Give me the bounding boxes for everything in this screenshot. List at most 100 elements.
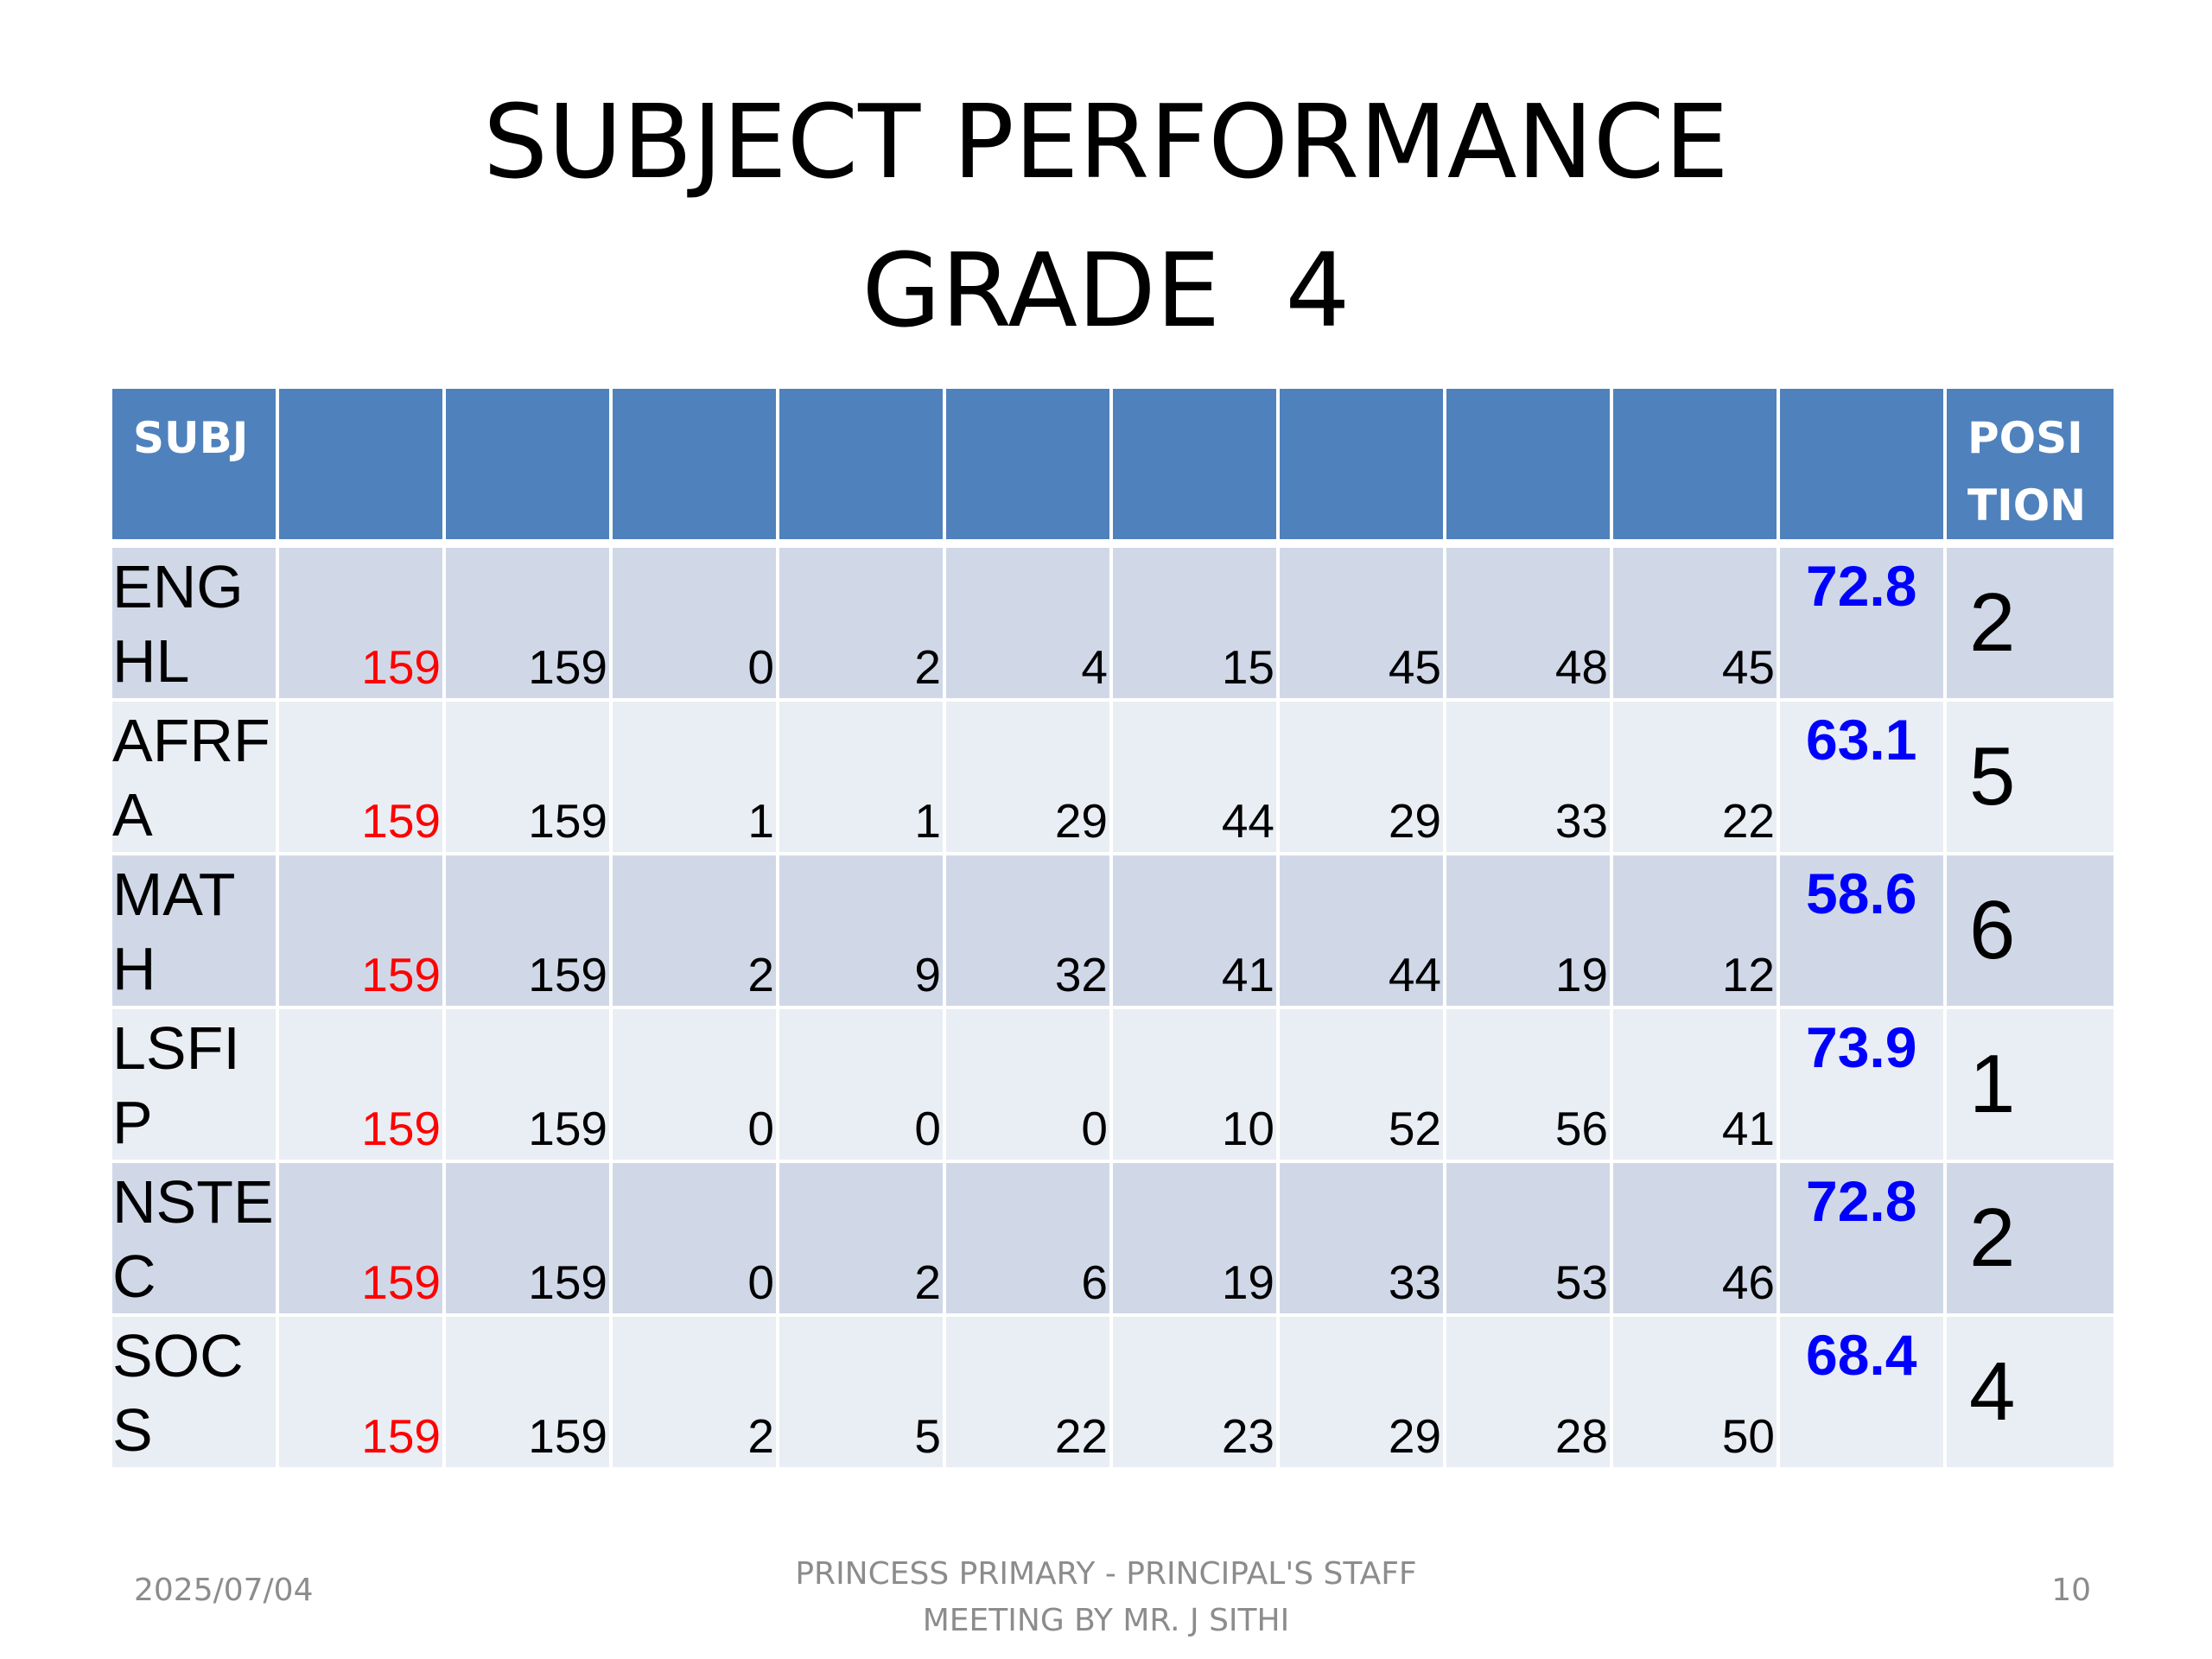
average-cell: 73.9 (1780, 1009, 1947, 1163)
position-cell: 6 (1947, 855, 2113, 1009)
value-cell: 44 (1113, 702, 1280, 855)
value-cell: 45 (1613, 548, 1780, 702)
value-cell: 159 (446, 1317, 613, 1471)
value-cell: 33 (1446, 702, 1613, 855)
value-cell: 159 (446, 702, 613, 855)
learners-cell: 159 (279, 1009, 446, 1163)
header-cell (1113, 389, 1280, 548)
value-cell: 9 (779, 855, 946, 1009)
learners-cell: 159 (279, 855, 446, 1009)
table-header-row: SUBJ POSI TION (112, 389, 2113, 548)
table-row: ENG HL 159 159 0 2 4 15 45 48 45 72.8 2 (112, 548, 2113, 702)
value-cell: 159 (446, 1009, 613, 1163)
header-subj: SUBJ (112, 389, 279, 548)
table-row: SOC S 159 159 2 5 22 23 29 28 50 68.4 4 (112, 1317, 2113, 1471)
header-position: POSI TION (1947, 389, 2113, 548)
table-row: AFRF A 159 159 1 1 29 44 29 33 22 63.1 5 (112, 702, 2113, 855)
value-cell: 1 (779, 702, 946, 855)
header-cell (1780, 389, 1947, 548)
value-cell: 33 (1280, 1163, 1446, 1317)
value-cell: 23 (1113, 1317, 1280, 1471)
header-cell (1280, 389, 1446, 548)
subject-cell: MAT H (112, 855, 279, 1009)
value-cell: 0 (779, 1009, 946, 1163)
footer-page-number: 10 (2051, 1573, 2091, 1608)
table-row: MAT H 159 159 2 9 32 41 44 19 12 58.6 6 (112, 855, 2113, 1009)
value-cell: 50 (1613, 1317, 1780, 1471)
learners-cell: 159 (279, 702, 446, 855)
position-cell: 2 (1947, 1163, 2113, 1317)
header-cell (946, 389, 1113, 548)
value-cell: 41 (1113, 855, 1280, 1009)
position-cell: 1 (1947, 1009, 2113, 1163)
average-cell: 63.1 (1780, 702, 1947, 855)
value-cell: 6 (946, 1163, 1113, 1317)
value-cell: 0 (613, 1009, 779, 1163)
header-cell (613, 389, 779, 548)
table-row: LSFI P 159 159 0 0 0 10 52 56 41 73.9 1 (112, 1009, 2113, 1163)
learners-cell: 159 (279, 1317, 446, 1471)
slide-title-line-1: SUBJECT PERFORMANCE (483, 82, 1729, 201)
learners-cell: 159 (279, 1163, 446, 1317)
header-cell (1613, 389, 1780, 548)
footer-presenter-line-2: MEETING BY MR. J SITHI (922, 1603, 1290, 1638)
value-cell: 2 (613, 855, 779, 1009)
value-cell: 28 (1446, 1317, 1613, 1471)
value-cell: 15 (1113, 548, 1280, 702)
slide-title-line-2: GRADE 4 (861, 231, 1351, 350)
footer-date: 2025/07/04 (134, 1573, 314, 1608)
average-cell: 72.8 (1780, 548, 1947, 702)
learners-cell: 159 (279, 548, 446, 702)
footer-presenter: PRINCESS PRIMARY - PRINCIPAL'S STAFF MEE… (717, 1551, 1495, 1644)
value-cell: 48 (1446, 548, 1613, 702)
value-cell: 5 (779, 1317, 946, 1471)
value-cell: 159 (446, 1163, 613, 1317)
subject-cell: NSTE C (112, 1163, 279, 1317)
value-cell: 2 (613, 1317, 779, 1471)
value-cell: 22 (1613, 702, 1780, 855)
value-cell: 19 (1446, 855, 1613, 1009)
value-cell: 159 (446, 855, 613, 1009)
value-cell: 19 (1113, 1163, 1280, 1317)
value-cell: 45 (1280, 548, 1446, 702)
value-cell: 0 (613, 548, 779, 702)
value-cell: 159 (446, 548, 613, 702)
average-cell: 72.8 (1780, 1163, 1947, 1317)
position-cell: 4 (1947, 1317, 2113, 1471)
value-cell: 29 (1280, 702, 1446, 855)
value-cell: 41 (1613, 1009, 1780, 1163)
value-cell: 12 (1613, 855, 1780, 1009)
value-cell: 44 (1280, 855, 1446, 1009)
table-row: NSTE C 159 159 0 2 6 19 33 53 46 72.8 2 (112, 1163, 2113, 1317)
subject-performance-table: SUBJ POSI TION ENG HL 159 159 0 2 4 15 45 48 45 72.8… (112, 389, 2113, 1471)
value-cell: 46 (1613, 1163, 1780, 1317)
header-cell (1446, 389, 1613, 548)
slide-title: SUBJECT PERFORMANCE GRADE 4 (0, 67, 2212, 365)
subject-cell: AFRF A (112, 702, 279, 855)
value-cell: 32 (946, 855, 1113, 1009)
value-cell: 52 (1280, 1009, 1446, 1163)
subject-cell: ENG HL (112, 548, 279, 702)
average-cell: 68.4 (1780, 1317, 1947, 1471)
value-cell: 1 (613, 702, 779, 855)
subject-cell: LSFI P (112, 1009, 279, 1163)
header-cell (279, 389, 446, 548)
value-cell: 29 (946, 702, 1113, 855)
header-cell (446, 389, 613, 548)
subject-cell: SOC S (112, 1317, 279, 1471)
value-cell: 2 (779, 1163, 946, 1317)
value-cell: 29 (1280, 1317, 1446, 1471)
average-cell: 58.6 (1780, 855, 1947, 1009)
value-cell: 22 (946, 1317, 1113, 1471)
position-cell: 2 (1947, 548, 2113, 702)
value-cell: 53 (1446, 1163, 1613, 1317)
header-cell (779, 389, 946, 548)
value-cell: 0 (946, 1009, 1113, 1163)
position-cell: 5 (1947, 702, 2113, 855)
value-cell: 10 (1113, 1009, 1280, 1163)
value-cell: 2 (779, 548, 946, 702)
value-cell: 4 (946, 548, 1113, 702)
value-cell: 0 (613, 1163, 779, 1317)
value-cell: 56 (1446, 1009, 1613, 1163)
footer-presenter-line-1: PRINCESS PRIMARY - PRINCIPAL'S STAFF (795, 1556, 1417, 1592)
